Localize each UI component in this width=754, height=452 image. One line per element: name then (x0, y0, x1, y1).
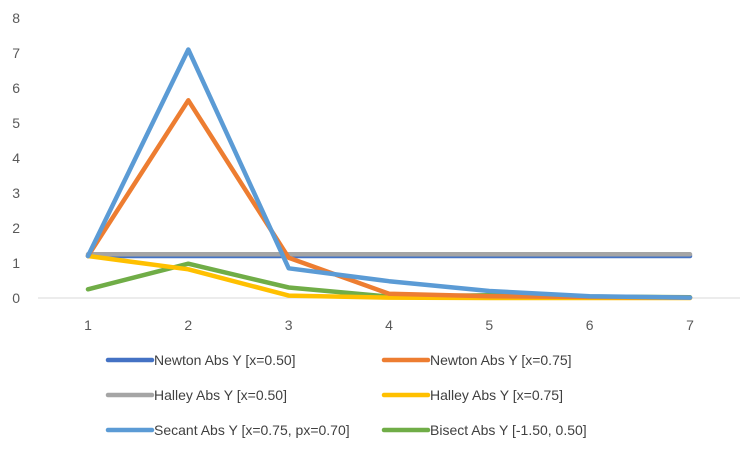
legend-label-6: Bisect Abs Y [-1.50, 0.50] (430, 422, 587, 438)
legend-label-3: Halley Abs Y [x=0.50] (154, 387, 287, 403)
y-tick-label: 1 (12, 255, 20, 271)
x-tick-label: 1 (84, 317, 92, 333)
x-tick-label: 5 (485, 317, 493, 333)
y-tick-label: 3 (12, 185, 20, 201)
legend-label-2: Newton Abs Y [x=0.75] (430, 352, 572, 368)
y-tick-label: 7 (12, 45, 20, 61)
series-lines (85, 47, 693, 301)
legend: Newton Abs Y [x=0.50] Newton Abs Y [x=0.7… (105, 352, 587, 438)
y-tick-label: 4 (12, 150, 20, 166)
y-tick-label: 2 (12, 220, 20, 236)
y-tick-label: 8 (12, 10, 20, 26)
legend-label-1: Newton Abs Y [x=0.50] (154, 352, 296, 368)
legend-label-4: Halley Abs Y [x=0.75] (430, 387, 563, 403)
y-tick-label: 5 (12, 115, 20, 131)
x-tick-label: 2 (184, 317, 192, 333)
x-tick-label: 6 (586, 317, 594, 333)
y-tick-label: 0 (12, 290, 20, 306)
y-axis: 0 1 2 3 4 5 6 7 8 (12, 10, 20, 306)
x-axis: 1 2 3 4 5 6 7 (38, 297, 740, 333)
x-tick-label: 7 (686, 317, 694, 333)
legend-label-5: Secant Abs Y [x=0.75, px=0.70] (154, 422, 350, 438)
series-line-5 (85, 47, 693, 300)
y-tick-label: 6 (12, 80, 20, 96)
x-tick-label: 4 (385, 317, 393, 333)
x-tick-label: 3 (285, 317, 293, 333)
